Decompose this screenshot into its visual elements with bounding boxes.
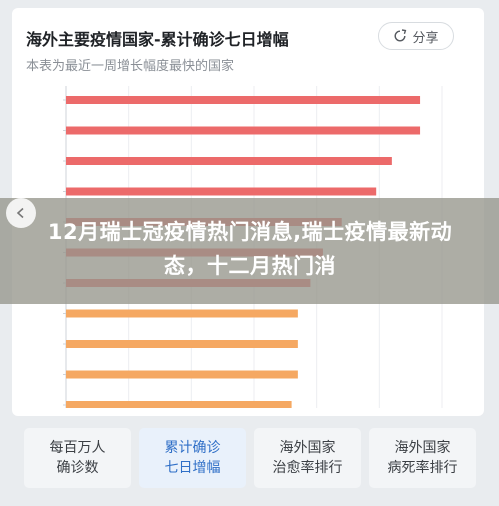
chart-subtitle: 本表为最近一周增长幅度最快的国家 — [26, 59, 235, 74]
bar — [66, 157, 392, 165]
tab-label: 每百万人 确诊数 — [49, 440, 106, 476]
tab-label: 海外国家 病死率排行 — [387, 440, 458, 476]
bar — [66, 401, 292, 408]
chart-title: 海外主要疫情国家-累计确诊七日增幅 — [26, 30, 289, 49]
share-label: 分享 — [412, 30, 439, 46]
tab-seven-day-growth[interactable]: 累计确诊 七日增幅 — [139, 428, 246, 488]
tab-per-million-cases[interactable]: 每百万人 确诊数 — [24, 428, 131, 488]
bar — [66, 96, 421, 104]
share-button[interactable]: 分享 — [378, 22, 454, 50]
tab-label: 海外国家 治愈率排行 — [272, 440, 343, 476]
headline-text[interactable]: 12月瑞士冠疫情热门消息,瑞士疫情最新动态，十二月热门消 — [47, 220, 453, 278]
headline-banner[interactable] — [0, 198, 499, 304]
bar — [66, 309, 298, 318]
tab-label: 累计确诊 七日增幅 — [164, 440, 221, 476]
share-icon — [393, 29, 407, 43]
bar — [66, 370, 298, 379]
tab-bar: 每百万人 确诊数 累计确诊 七日增幅 海外国家 治愈率排行 海外国家 病死率排行 — [24, 428, 476, 488]
tab-recovery-rate-ranking[interactable]: 海外国家 治愈率排行 — [254, 428, 361, 488]
bar — [66, 126, 421, 135]
bar — [66, 187, 377, 196]
chevron-left-icon — [15, 204, 27, 223]
tab-fatality-rate-ranking[interactable]: 海外国家 病死率排行 — [369, 428, 476, 488]
previous-arrow-button[interactable] — [6, 198, 36, 228]
bar — [66, 340, 298, 348]
